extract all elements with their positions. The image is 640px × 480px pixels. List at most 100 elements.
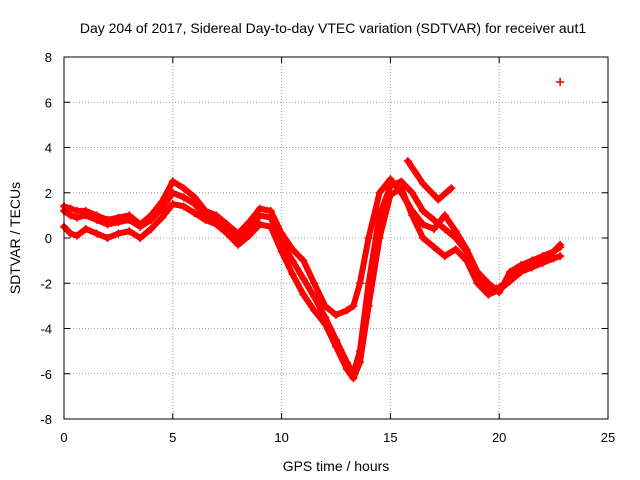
data-point-marker bbox=[103, 234, 112, 242]
data-point-marker bbox=[310, 292, 319, 301]
data-point-marker bbox=[321, 319, 330, 328]
data-point-marker bbox=[434, 195, 443, 204]
series-outlier bbox=[556, 77, 565, 86]
data-point-marker bbox=[364, 301, 373, 310]
data-point-marker bbox=[397, 184, 406, 193]
data-point-marker bbox=[527, 263, 536, 272]
data-point-marker bbox=[179, 193, 188, 202]
data-point-marker bbox=[321, 301, 330, 310]
data-point-marker bbox=[556, 243, 565, 252]
series-track-2 bbox=[60, 177, 565, 378]
data-point-marker bbox=[73, 231, 82, 240]
data-point-marker bbox=[125, 215, 134, 224]
data-point-marker bbox=[429, 243, 438, 252]
data-point-marker bbox=[234, 240, 243, 249]
data-point-marker bbox=[386, 181, 395, 190]
data-point-marker bbox=[473, 279, 482, 288]
data-point-marker bbox=[556, 77, 565, 86]
data-point-marker bbox=[447, 184, 456, 193]
data-point-marker bbox=[255, 220, 264, 229]
y-tick-label: -4 bbox=[40, 322, 52, 337]
data-point-marker bbox=[506, 276, 515, 285]
data-point-marker bbox=[255, 211, 264, 220]
data-point-marker bbox=[440, 224, 449, 233]
data-point-marker bbox=[103, 220, 112, 229]
data-point-marker bbox=[342, 306, 351, 315]
x-tick-label: 10 bbox=[274, 430, 288, 445]
data-point-marker bbox=[212, 220, 221, 229]
x-tick-label: 20 bbox=[492, 430, 506, 445]
data-point-marker bbox=[125, 227, 134, 236]
data-point-marker bbox=[73, 206, 82, 215]
data-point-marker bbox=[495, 286, 504, 295]
data-point-marker bbox=[375, 188, 384, 197]
data-point-marker bbox=[349, 374, 358, 383]
data-point-marker bbox=[342, 365, 351, 374]
data-point-marker bbox=[355, 279, 364, 288]
data-point-marker bbox=[419, 220, 428, 229]
data-point-marker bbox=[408, 188, 417, 197]
data-point-marker bbox=[419, 206, 428, 215]
y-tick-label: 0 bbox=[45, 231, 52, 246]
data-point-marker bbox=[310, 306, 319, 315]
data-point-marker bbox=[179, 202, 188, 211]
data-point-marker bbox=[419, 179, 428, 188]
data-point-marker bbox=[266, 213, 275, 222]
data-point-marker bbox=[66, 204, 75, 213]
data-point-marker bbox=[310, 279, 319, 288]
data-point-marker bbox=[556, 252, 565, 261]
y-axis-label: SDTVAR / TECUs bbox=[7, 182, 23, 294]
data-point-marker bbox=[288, 256, 297, 265]
x-tick-label: 5 bbox=[169, 430, 176, 445]
series-track-4 bbox=[403, 157, 456, 204]
data-point-marker bbox=[147, 224, 156, 233]
data-point-marker bbox=[349, 301, 358, 310]
data-point-marker bbox=[81, 211, 90, 220]
series-line bbox=[404, 158, 455, 203]
chart-title: Day 204 of 2017, Sidereal Day-to-day VTE… bbox=[80, 20, 587, 36]
y-tick-label: 2 bbox=[45, 186, 52, 201]
data-point-marker bbox=[299, 290, 308, 299]
y-tick-label: -2 bbox=[40, 276, 52, 291]
data-point-marker bbox=[549, 247, 558, 256]
data-point-marker bbox=[386, 175, 395, 184]
data-point-marker bbox=[136, 222, 145, 231]
data-point-marker bbox=[538, 258, 547, 267]
data-point-marker bbox=[299, 274, 308, 283]
data-point-marker bbox=[190, 200, 199, 209]
x-axis-label: GPS time / hours bbox=[283, 458, 390, 474]
data-point-marker bbox=[179, 184, 188, 193]
data-point-marker bbox=[190, 209, 199, 218]
data-point-marker bbox=[386, 191, 395, 200]
data-point-marker bbox=[147, 215, 156, 224]
data-point-marker bbox=[190, 193, 199, 202]
y-tick-label: 6 bbox=[45, 95, 52, 110]
data-point-marker bbox=[114, 229, 123, 238]
data-point-marker bbox=[397, 177, 406, 186]
y-tick-label: -8 bbox=[40, 412, 52, 427]
data-point-marker bbox=[408, 211, 417, 220]
data-point-marker bbox=[73, 213, 82, 222]
data-point-marker bbox=[429, 215, 438, 224]
data-point-marker bbox=[136, 234, 145, 242]
data-point-marker bbox=[375, 234, 384, 242]
data-point-marker bbox=[451, 234, 460, 242]
data-point-marker bbox=[440, 252, 449, 261]
data-point-marker bbox=[440, 211, 449, 220]
data-point-marker bbox=[451, 245, 460, 254]
data-point-marker bbox=[66, 211, 75, 220]
x-tick-label: 0 bbox=[60, 430, 67, 445]
data-point-marker bbox=[81, 224, 90, 233]
data-point-marker bbox=[223, 229, 232, 238]
series-track-3 bbox=[60, 184, 565, 383]
data-point-marker bbox=[92, 229, 101, 238]
data-point-marker bbox=[277, 247, 286, 256]
data-point-marker bbox=[549, 254, 558, 263]
data-point-marker bbox=[157, 213, 166, 222]
data-point-marker bbox=[429, 224, 438, 233]
x-tick-label: 25 bbox=[601, 430, 615, 445]
data-point-marker bbox=[355, 358, 364, 367]
data-series bbox=[60, 77, 565, 383]
data-point-marker bbox=[168, 188, 177, 197]
data-point-marker bbox=[451, 227, 460, 236]
